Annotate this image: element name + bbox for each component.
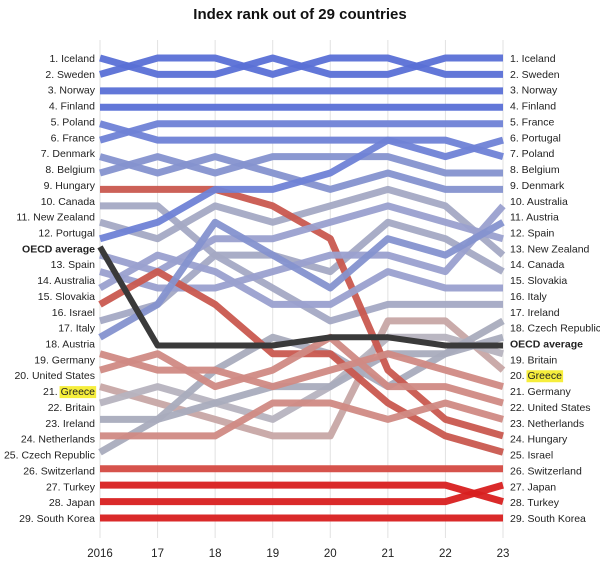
right-label-28-turkey: 28. Turkey — [510, 497, 560, 509]
left-label-28-japan: 28. Japan — [49, 497, 95, 509]
left-label-5-poland: 5. Poland — [51, 116, 96, 128]
left-label-17-italy: 17. Italy — [58, 323, 96, 335]
right-label-8-belgium: 8. Belgium — [510, 164, 560, 176]
right-label-21-germany: 21. Germany — [510, 386, 571, 398]
right-label-5-france: 5. France — [510, 116, 555, 128]
left-label-16-israel: 16. Israel — [52, 307, 95, 319]
right-label-10-australia: 10. Australia — [510, 196, 568, 208]
series-line-czech-republic — [98, 333, 504, 456]
left-label-24-netherlands: 24. Netherlands — [21, 434, 95, 446]
left-label-8-belgium: 8. Belgium — [45, 164, 95, 176]
right-label-27-japan: 27. Japan — [510, 481, 556, 493]
left-label-21-greece: 21. Greece — [43, 386, 95, 398]
right-label-17-ireland: 17. Ireland — [510, 307, 560, 319]
right-label-19-britain: 19. Britain — [510, 354, 557, 366]
series-line-sweden — [99, 54, 503, 78]
highlighted-country: Greece — [528, 370, 563, 382]
right-label-24-hungary: 24. Hungary — [510, 434, 568, 446]
left-label-7-denmark: 7. Denmark — [41, 148, 96, 160]
right-label-3-norway: 3. Norway — [510, 85, 558, 97]
left-label-25-czech-republic: 25. Czech Republic — [4, 450, 95, 462]
x-axis-ticks: 2016 17 18 19 20 21 22 23 — [87, 548, 509, 560]
left-label-11-new-zealand: 11. New Zealand — [16, 212, 95, 224]
right-rank-labels: 1. Iceland 2. Sweden 3. Norway 4. Finland 5.… — [510, 53, 600, 525]
series-line-new-zealand — [99, 185, 506, 258]
x-tick-21: 21 — [381, 548, 394, 560]
x-tick-19: 19 — [266, 548, 279, 560]
left-label-19-germany: 19. Germany — [34, 354, 95, 366]
left-label-1-iceland: 1. Iceland — [49, 53, 95, 65]
left-label-3-norway: 3. Norway — [48, 85, 96, 97]
chart-title: Index rank out of 29 countries — [193, 6, 407, 23]
right-label-2-sweden: 2. Sweden — [510, 69, 560, 81]
left-label-18-austria: 18. Austria — [45, 339, 95, 351]
right-label-13-new-zealand: 13. New Zealand — [510, 243, 590, 255]
series-line-belgium — [99, 153, 503, 177]
right-label-20-greece: 20. Greece — [510, 370, 562, 382]
x-tick-22: 22 — [439, 548, 452, 560]
series-line-spain — [99, 202, 504, 276]
left-label-26-switzerland: 26. Switzerland — [23, 465, 95, 477]
left-label-2-sweden: 2. Sweden — [45, 69, 95, 81]
right-label-oecd-average: OECD average — [510, 339, 583, 351]
right-label-16-italy: 16. Italy — [510, 291, 548, 303]
left-rank-labels: 1. Iceland 2. Sweden 3. Norway 4. Finland 5.… — [4, 53, 97, 525]
right-label-11-austria: 11. Austria — [510, 212, 559, 224]
series-line-austria — [98, 218, 505, 341]
right-label-25-israel: 25. Israel — [510, 450, 553, 462]
left-label-6-france: 6. France — [51, 132, 96, 144]
right-label-18-czech-republic: 18. Czech Republic — [510, 323, 600, 335]
series-line-united-states — [99, 333, 504, 407]
series-line-oecd-average — [97, 245, 503, 349]
left-label-9-hungary: 9. Hungary — [44, 180, 96, 192]
left-label-22-britain: 22. Britain — [48, 402, 95, 414]
right-label-1-iceland: 1. Iceland — [510, 53, 556, 65]
left-label-12-portugal: 12. Portugal — [38, 227, 95, 239]
left-label-15-slovakia: 15. Slovakia — [38, 291, 95, 303]
series-line-ireland — [100, 317, 505, 423]
left-label-23-ireland: 23. Ireland — [45, 418, 95, 430]
highlight-box — [526, 370, 564, 383]
right-label-22-united-states: 22. United States — [510, 402, 591, 414]
left-label-20-united-states: 20. United States — [14, 370, 95, 382]
left-label-oecd-average: OECD average — [22, 243, 95, 255]
left-label-4-finland: 4. Finland — [49, 101, 95, 113]
series-line-japan — [100, 481, 504, 506]
series-line-france — [99, 120, 503, 144]
right-label-23-netherlands: 23. Netherlands — [510, 418, 584, 430]
left-label-27-turkey: 27. Turkey — [46, 481, 96, 493]
right-label-12-spain: 12. Spain — [510, 227, 555, 239]
x-tick-23: 23 — [497, 548, 510, 560]
series-line-poland — [99, 120, 504, 160]
series-line-germany — [99, 350, 504, 391]
x-tick-18: 18 — [209, 548, 222, 560]
right-label-14-canada: 14. Canada — [510, 259, 564, 271]
right-label-4-finland: 4. Finland — [510, 101, 556, 113]
x-tick-17: 17 — [151, 548, 164, 560]
series-line-portugal — [99, 136, 504, 243]
right-label-15-slovakia: 15. Slovakia — [510, 275, 567, 287]
x-tick-20: 20 — [324, 548, 337, 560]
series-line-greece — [99, 317, 506, 440]
series-line-slovakia — [98, 251, 503, 308]
right-label-7-poland: 7. Poland — [510, 148, 555, 160]
right-label-29-south-korea: 29. South Korea — [510, 513, 586, 525]
highlight-box — [59, 386, 97, 399]
left-label-14-australia: 14. Australia — [37, 275, 95, 287]
series-line-hungary — [100, 185, 504, 440]
right-label-26-switzerland: 26. Switzerland — [510, 465, 582, 477]
left-label-13-spain: 13. Spain — [51, 259, 96, 271]
x-tick-2016: 2016 — [87, 548, 113, 560]
series-lines — [97, 54, 506, 522]
right-label-9-denmark: 9. Denmark — [510, 180, 565, 192]
series-line-turkey — [100, 481, 504, 505]
right-label-6-portugal: 6. Portugal — [510, 132, 561, 144]
highlighted-country: Greece — [61, 386, 96, 398]
left-label-10-canada: 10. Canada — [41, 196, 95, 208]
left-label-29-south-korea: 29. South Korea — [19, 513, 95, 525]
series-line-netherlands — [100, 399, 504, 440]
